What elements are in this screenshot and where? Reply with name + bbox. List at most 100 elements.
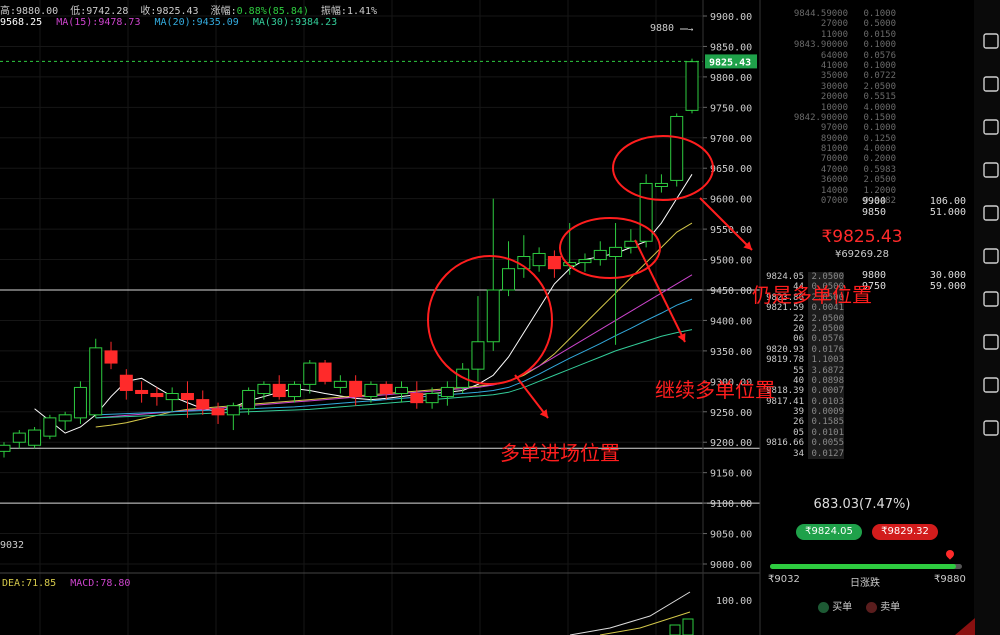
candle	[578, 253, 592, 272]
annotation-arrow	[514, 374, 549, 419]
order-book-bid-levels: 9800 30.000 9750 59.000	[862, 270, 972, 292]
document-icon[interactable]	[983, 76, 999, 92]
annotation-arrowhead	[743, 241, 752, 250]
level-price: 9750	[862, 281, 887, 292]
bid-row: 34 0.0127	[762, 448, 972, 460]
ask-qty: 0.0722	[863, 71, 896, 82]
window-icon[interactable]	[983, 377, 999, 393]
bar-chart-icon[interactable]	[983, 119, 999, 135]
bid-qty: 0.0103	[808, 396, 844, 408]
clock-icon[interactable]	[983, 248, 999, 264]
daily-change: 683.03(7.47%)	[813, 497, 911, 512]
annotation-arrow	[699, 197, 753, 251]
bid-qty: 1.1003	[808, 355, 844, 366]
candle-body	[242, 389, 256, 410]
last-price-tag-label: 9825.43	[709, 57, 751, 68]
bid-qty: 3.6872	[808, 365, 844, 376]
layers-icon[interactable]	[983, 334, 999, 350]
pro-icon[interactable]	[983, 420, 999, 436]
annotation-circle	[612, 135, 714, 201]
ask-row: 27000 0.5000	[762, 19, 972, 29]
price-axis: 9900.00 9850.00 9800.00 9750.00 9700.00 9650.…	[680, 12, 757, 571]
candle	[287, 381, 301, 403]
candle	[471, 296, 485, 382]
ask-row: 9844.59000 0.1000	[762, 9, 972, 19]
candle-body	[425, 393, 439, 404]
info-icon[interactable]	[983, 33, 999, 49]
candle-body	[196, 399, 210, 410]
document-icon-shape	[983, 76, 999, 92]
candle	[43, 414, 57, 440]
corner-decoration	[955, 618, 975, 635]
ask-qty: 0.1500	[863, 112, 896, 123]
candle-body	[318, 362, 332, 382]
bid-qty: 0.1585	[808, 417, 844, 428]
low-value: 低:9742.28	[70, 6, 129, 17]
ask-price: 07000	[820, 196, 848, 207]
candle-body	[364, 383, 378, 398]
bid-price: 9816.66	[766, 438, 804, 449]
ask-qty: 0.5482	[863, 196, 896, 207]
candle	[486, 198, 500, 351]
candle-body	[12, 432, 26, 443]
candle-body	[0, 444, 11, 452]
list-icon[interactable]	[983, 205, 999, 221]
list-icon-shape	[983, 205, 999, 221]
candle-body	[410, 393, 424, 404]
candle	[502, 241, 516, 297]
candle	[410, 381, 424, 409]
bid-price: 22	[793, 313, 804, 324]
candle	[272, 375, 286, 400]
ask-qty: 0.0150	[863, 29, 896, 40]
axis-tick-label: 9350.00	[710, 347, 752, 358]
level-price: 9800	[862, 270, 887, 281]
bid-row: 9823.86 2.0500	[762, 292, 972, 304]
ask-qty: 0.1000	[863, 9, 896, 19]
copy-icon[interactable]	[983, 162, 999, 178]
candle	[0, 442, 11, 458]
bid-row: 9818.39 0.0007	[762, 386, 972, 397]
sell-legend-icon	[866, 601, 877, 613]
dif-line	[569, 591, 691, 635]
bid-qty: 0.0898	[808, 375, 844, 387]
level-qty: 59.000	[929, 281, 966, 292]
bid-row: 55 3.6872	[762, 365, 972, 376]
bid-row: 9820.93 0.0176	[762, 344, 972, 356]
level-price: 9850	[862, 207, 887, 218]
ask-qty: 0.5000	[863, 19, 896, 30]
buy-button[interactable]: ₹9824.05	[796, 524, 862, 540]
bid-qty: 0.0576	[808, 334, 844, 345]
ask-row: 64000 0.0576	[762, 51, 972, 61]
candle-body	[28, 429, 42, 446]
amplitude-value: 振幅:1.41%	[320, 6, 378, 17]
macd-bar	[669, 624, 681, 635]
annotation-arrowhead	[539, 409, 548, 418]
ask-row: 35000 0.0722	[762, 71, 972, 81]
candle	[425, 387, 439, 409]
candle	[135, 381, 149, 403]
candle	[685, 58, 699, 114]
candle	[165, 387, 179, 412]
pro-icon-shape	[983, 420, 999, 436]
order-book-bids: 9824.05 2.0500 44 0.0500 9823.86 2.0500 9821.5…	[762, 272, 972, 460]
ask-price: 41000	[820, 60, 848, 71]
axis-tick-label: 9750.00	[710, 103, 752, 114]
sell-button[interactable]: ₹9829.32	[872, 524, 938, 540]
moving-average-lines	[34, 174, 693, 434]
candle	[532, 247, 546, 272]
high-value: 高:9880.00	[0, 6, 59, 17]
bid-row: 9824.05 2.0500	[762, 272, 972, 283]
ask-qty: 0.0576	[863, 50, 896, 61]
pencil-icon[interactable]	[983, 291, 999, 307]
high-marker-arrow: →	[688, 25, 694, 35]
axis-tick-label: 9200.00	[710, 438, 752, 449]
buy-legend-label: 买单	[832, 602, 853, 613]
ask-price: 9844.59000	[793, 9, 848, 19]
candle-body	[547, 256, 561, 270]
layers-icon-shape	[983, 334, 999, 350]
candle	[257, 381, 271, 400]
bid-qty: 0.0041	[808, 303, 844, 314]
ask-qty: 4.0000	[863, 102, 896, 113]
right-toolbar[interactable]	[955, 0, 1000, 635]
ask-price: 20000	[820, 92, 848, 103]
